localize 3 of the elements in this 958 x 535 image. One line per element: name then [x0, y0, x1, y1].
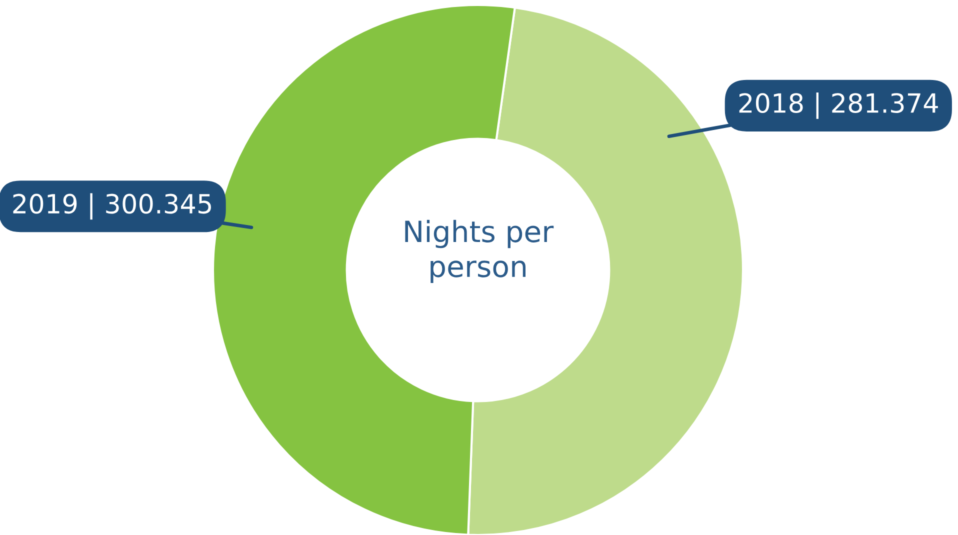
text: Nights per person: [405, 220, 554, 283]
slice-label: 2019 | 300.345: [13, 193, 211, 220]
slice-label: 2018 | 281.374: [739, 92, 938, 119]
